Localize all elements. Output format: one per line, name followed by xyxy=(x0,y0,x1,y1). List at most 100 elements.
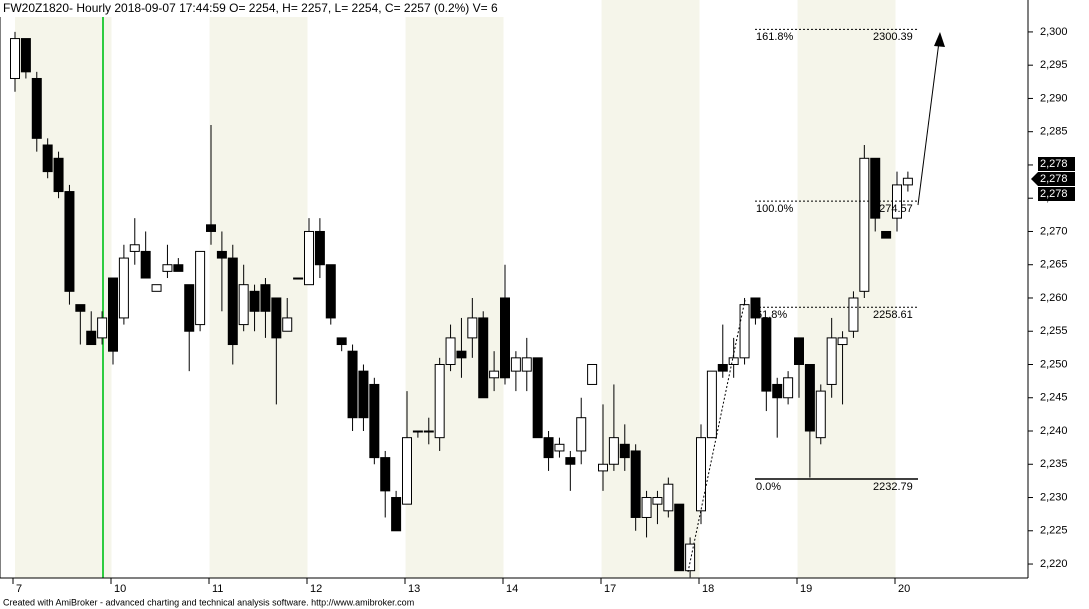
candle-body xyxy=(870,157,881,219)
candle-body xyxy=(728,357,739,365)
x-tick-label: 20 xyxy=(898,583,910,595)
y-tick-label: 2,240 xyxy=(1040,425,1068,437)
x-tick-label: 18 xyxy=(702,583,714,595)
candle-body xyxy=(347,350,358,419)
day-band xyxy=(797,0,896,578)
candle-body xyxy=(641,497,652,518)
candle-body xyxy=(325,264,336,319)
candle-body xyxy=(717,363,728,372)
y-tick-label: 2,230 xyxy=(1040,491,1068,503)
candle-body xyxy=(358,370,369,419)
y-tick-label: 2,300 xyxy=(1040,26,1068,38)
candle-body xyxy=(521,357,532,372)
x-tick-label: 7 xyxy=(16,583,22,595)
candle-body xyxy=(108,277,118,352)
candle-body xyxy=(902,177,913,186)
candle-body xyxy=(565,457,576,465)
candle-body xyxy=(445,337,456,365)
y-tick-label: 2,285 xyxy=(1040,126,1068,138)
candle-body xyxy=(739,304,750,359)
candle-body xyxy=(42,144,53,173)
candle-body xyxy=(216,250,227,259)
candle-body xyxy=(456,350,467,359)
y-tick-label: 2,250 xyxy=(1040,358,1068,370)
candle-body xyxy=(663,483,674,512)
candle-body xyxy=(685,543,696,572)
candle-body xyxy=(195,250,206,326)
candle-body xyxy=(129,244,140,252)
candle-body xyxy=(848,297,859,332)
x-tick-label: 12 xyxy=(310,583,322,595)
candle-body xyxy=(532,357,543,439)
candle-body xyxy=(86,330,97,346)
candle-body xyxy=(837,337,848,346)
arrow-head xyxy=(934,32,945,47)
candle-body xyxy=(391,497,402,532)
candle-body xyxy=(804,363,815,432)
candle-body xyxy=(314,230,325,266)
candle-body xyxy=(151,284,162,292)
y-tick-label: 2,225 xyxy=(1040,525,1068,537)
fib-percent: 161.8% xyxy=(756,31,794,43)
day-band xyxy=(405,0,504,578)
candle-body xyxy=(543,437,554,459)
fib-value: 2258.61 xyxy=(873,309,913,321)
candle-body xyxy=(53,157,64,193)
candle-body xyxy=(271,297,282,339)
candle-body xyxy=(826,337,837,385)
candle-body xyxy=(598,463,608,472)
candle-body xyxy=(140,250,151,279)
candle-body xyxy=(554,443,565,452)
fib-value: 2300.39 xyxy=(873,31,913,43)
candle-body xyxy=(31,77,42,139)
x-tick-label: 10 xyxy=(114,583,126,595)
candle-body xyxy=(162,264,173,272)
candle-body xyxy=(118,257,129,319)
candle-body xyxy=(227,257,238,346)
candle-body xyxy=(587,363,598,385)
x-tick-label: 17 xyxy=(604,583,616,595)
candle-body xyxy=(489,370,500,379)
title-background xyxy=(0,0,510,17)
candle-body xyxy=(630,450,641,518)
price-label: 2,278 xyxy=(1040,158,1068,170)
chart-title: FW20Z1820- Hourly 2018-09-07 17:44:59 O=… xyxy=(3,1,498,15)
y-tick-label: 2,265 xyxy=(1040,259,1068,271)
price-label: 2,278 xyxy=(1040,173,1068,185)
candle-body xyxy=(674,503,685,572)
x-tick-label: 11 xyxy=(212,583,223,595)
candle-body xyxy=(249,290,260,312)
candle-body xyxy=(576,417,587,452)
candle-body xyxy=(260,284,271,312)
day-band xyxy=(15,0,112,578)
x-tick-label: 14 xyxy=(506,583,518,595)
candle-body xyxy=(510,357,521,372)
candle-body xyxy=(467,317,478,339)
candle-body xyxy=(761,317,772,392)
candle-body xyxy=(434,363,445,439)
candle-body xyxy=(423,430,434,433)
y-tick-label: 2,290 xyxy=(1040,92,1068,104)
candle-body xyxy=(619,443,630,459)
candle-body xyxy=(783,377,794,399)
fib-value: 2274.57 xyxy=(873,203,913,215)
x-tick-label: 19 xyxy=(800,583,812,595)
candle-body xyxy=(500,297,510,379)
y-tick-label: 2,295 xyxy=(1040,59,1068,71)
candle-body xyxy=(608,437,619,465)
candle-body xyxy=(380,457,391,492)
fib-value: 2232.79 xyxy=(873,481,913,493)
candle-body xyxy=(794,337,804,365)
price-label: 2,278 xyxy=(1040,188,1068,200)
y-tick-label: 2,270 xyxy=(1040,225,1068,237)
candle-body xyxy=(369,383,380,459)
candle-body xyxy=(20,38,31,73)
y-tick-label: 2,245 xyxy=(1040,392,1068,404)
day-band xyxy=(209,0,308,578)
candle-body xyxy=(478,317,489,399)
candle-body xyxy=(815,390,826,439)
candle-body xyxy=(282,317,293,332)
price-label-box xyxy=(1038,157,1075,171)
x-tick-label: 13 xyxy=(408,583,420,595)
